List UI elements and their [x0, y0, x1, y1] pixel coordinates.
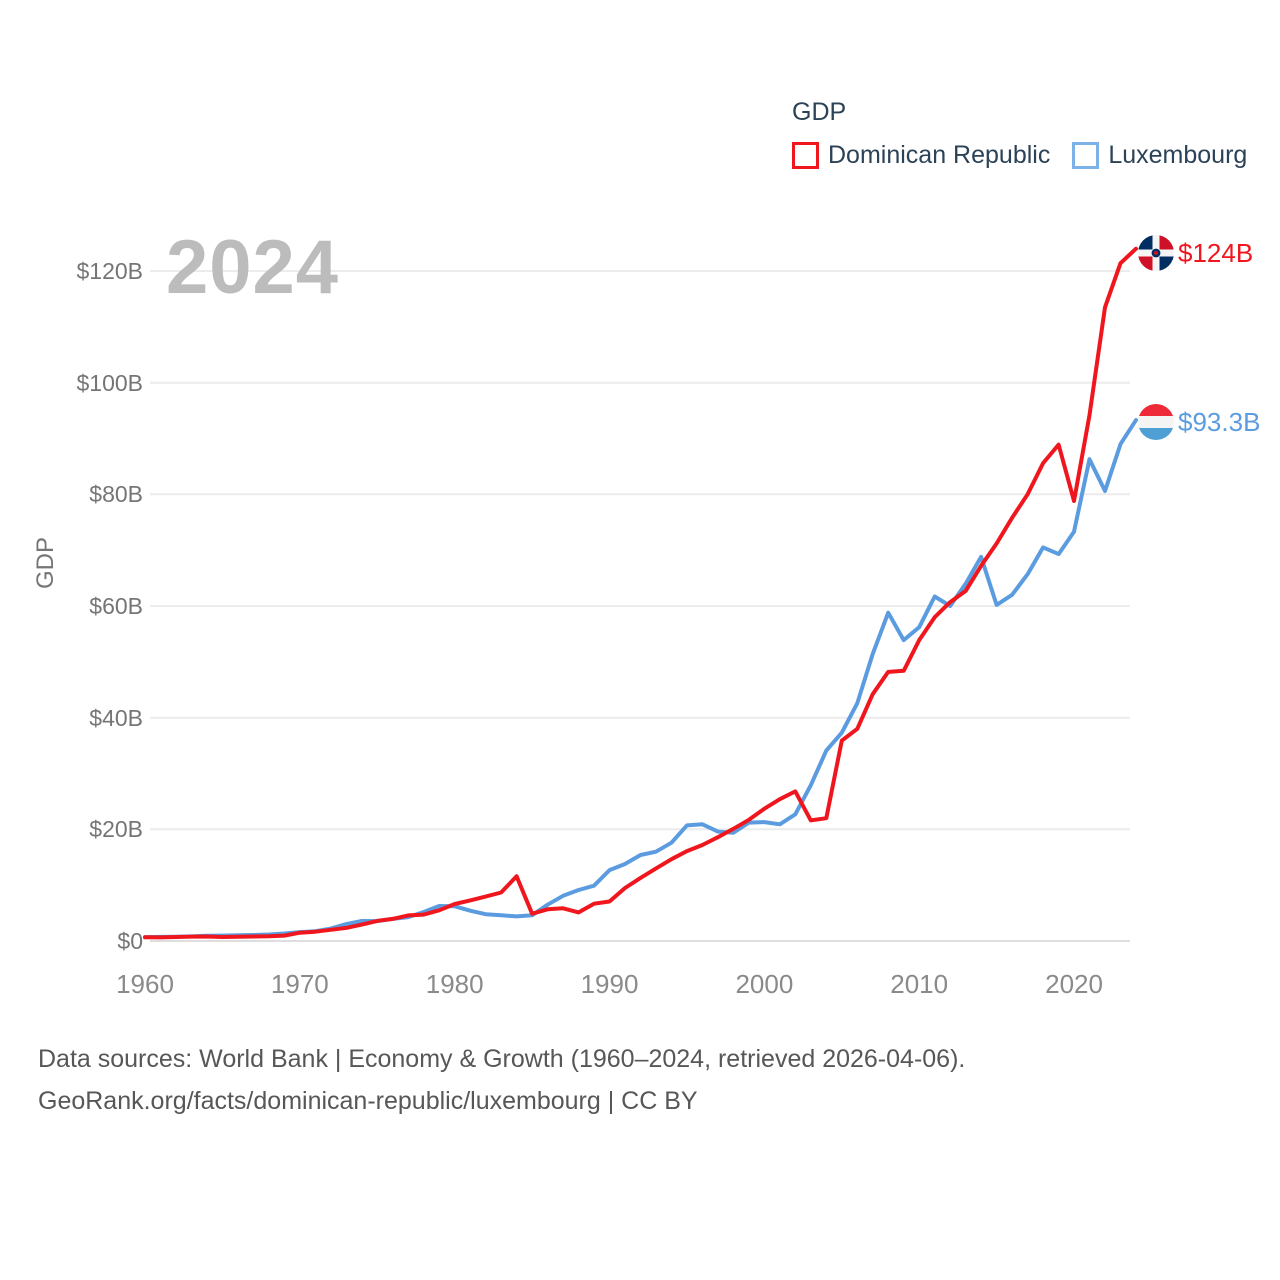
y-axis-tick-label: $40B: [89, 704, 143, 731]
dominican-republic-flag-icon: [1138, 235, 1174, 271]
legend-item-label: Dominican Republic: [828, 141, 1051, 169]
x-axis-tick-label: 2000: [735, 969, 794, 999]
red-series-swatch-icon: [792, 142, 819, 169]
y-axis-tick-label: $0: [117, 928, 143, 954]
legend-title: GDP: [792, 98, 847, 126]
series-line-luxembourg[interactable]: [143, 418, 1138, 940]
series-line-dominican-republic[interactable]: [143, 246, 1138, 940]
end-value-label-luxembourg: $93.3B: [1178, 407, 1261, 437]
legend-item-dominican-republic[interactable]: Dominican Republic: [792, 141, 1050, 170]
x-axis-tick-label: 1990: [580, 969, 639, 999]
x-axis-tick-label: 1980: [425, 969, 484, 999]
blue-series-swatch-icon: [1072, 142, 1100, 169]
x-axis-tick-label: 2010: [890, 969, 949, 999]
y-axis-title: GDP: [32, 536, 59, 590]
y-axis-tick-label: $60B: [89, 593, 143, 619]
y-axis-tick-label: $80B: [89, 481, 143, 508]
legend-items: Dominican Republic Luxembourg: [792, 141, 1247, 170]
y-axis-tick-label: $20B: [89, 816, 143, 843]
year-watermark: 2024: [166, 225, 340, 310]
x-axis-tick-label: 1960: [116, 969, 174, 999]
data-source-attribution: Data sources: World Bank | Economy & Gro…: [38, 1038, 965, 1122]
legend-item-label: Luxembourg: [1108, 141, 1248, 169]
data-source-line: Data sources: World Bank | Economy & Gro…: [38, 1045, 966, 1073]
legend-item-luxembourg[interactable]: Luxembourg: [1072, 141, 1247, 170]
x-axis-tick-label: 1970: [270, 969, 329, 999]
chart-legend: GDP Dominican Republic Luxembourg: [792, 98, 1247, 170]
luxembourg-flag-icon: [1138, 404, 1174, 440]
source-url-line: GeoRank.org/facts/dominican-republic/lux…: [38, 1087, 698, 1115]
y-axis-tick-label: $120B: [76, 258, 143, 284]
x-axis-tick-label: 2020: [1045, 969, 1103, 999]
y-axis-tick-label: $100B: [76, 369, 143, 396]
end-value-label-dominican-republic: $124B: [1178, 238, 1254, 268]
